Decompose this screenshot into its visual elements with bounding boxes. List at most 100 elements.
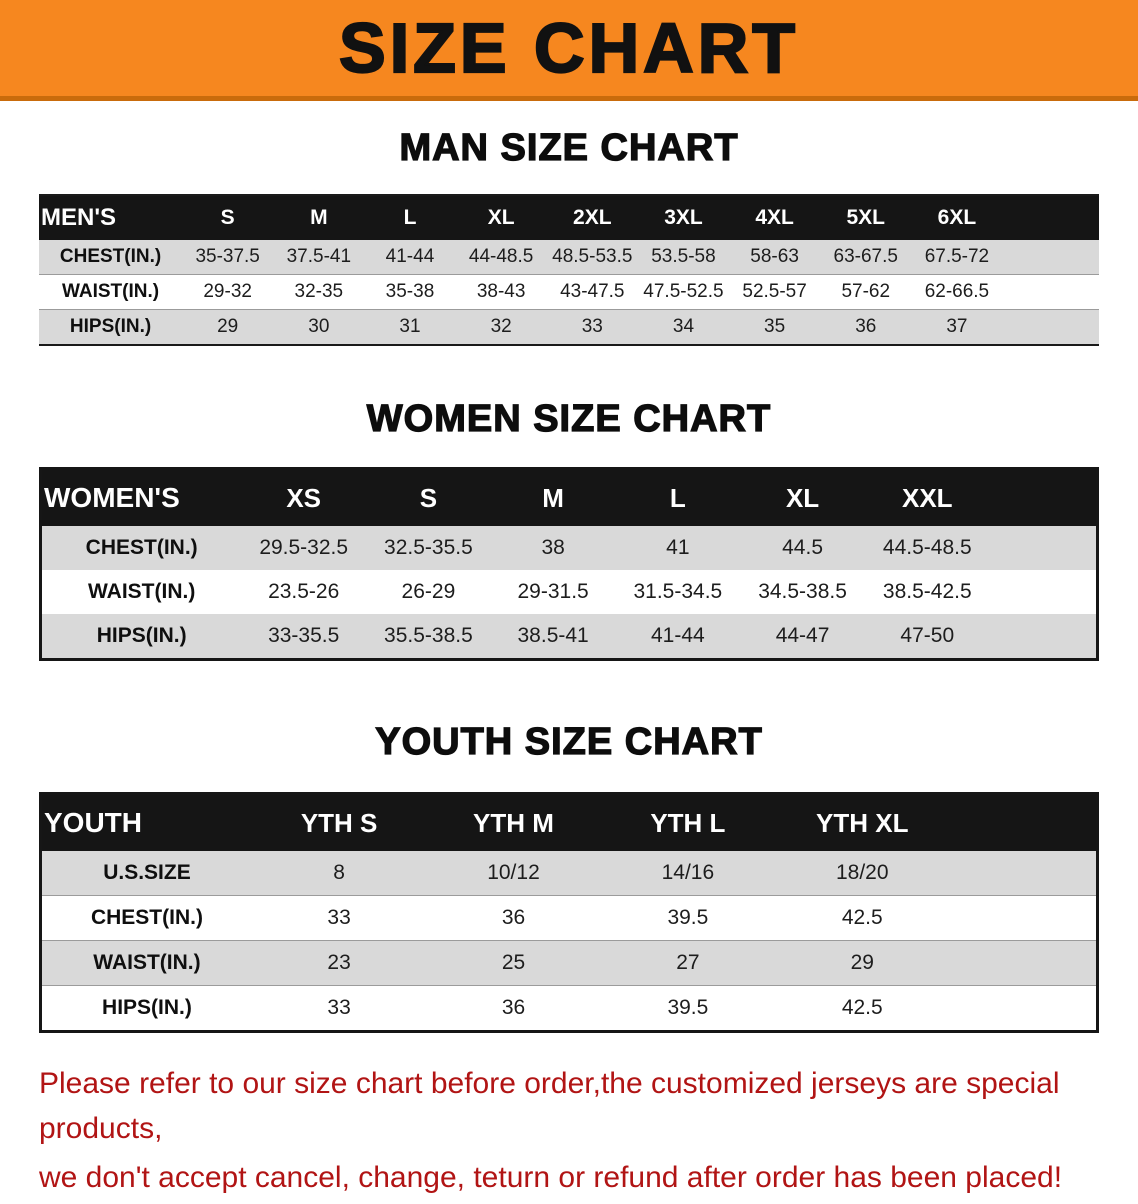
value-cell: 26-29	[401, 580, 456, 603]
size-header-cell: 4XL	[729, 195, 821, 240]
disclaimer: Please refer to our size chart before or…	[39, 1061, 1099, 1200]
spacer-cell	[1003, 275, 1100, 310]
value-cell: 58-63	[750, 246, 799, 267]
men-size-table: MEN'S S M L XL 2XL 3XL 4XL 5XL 6XL CHEST(IN.) 35-37…	[39, 194, 1099, 346]
size-header-cell: XS	[241, 468, 367, 526]
size-header-cell: YTH XL	[775, 793, 950, 851]
value-cell: 41-44	[650, 624, 705, 647]
value-cell: 30	[308, 316, 330, 337]
row-label-cell: HIPS(IN.)	[96, 624, 187, 647]
size-header-cell: 2XL	[546, 195, 638, 240]
size-header-cell: YTH L	[600, 793, 776, 851]
spacer-cell	[990, 526, 1098, 570]
size-header-cell: L	[364, 195, 456, 240]
value-cell: 39.5	[667, 906, 709, 929]
row-label-cell: CHEST(IN.)	[90, 906, 203, 929]
value-cell: 42.5	[841, 906, 883, 929]
value-cell: 41-44	[385, 246, 435, 267]
value-cell: 29-31.5	[517, 580, 589, 603]
value-cell: 42.5	[841, 996, 883, 1019]
table-row: WAIST(IN.) 29-32 32-35 35-38 38-43 43-47.5 47.…	[39, 275, 1099, 310]
women-section-heading: WOMEN SIZE CHART	[366, 397, 772, 440]
value-cell: 32-35	[294, 281, 344, 302]
row-label-cell: WAIST(IN.)	[93, 951, 201, 974]
youth-section-heading: YOUTH SIZE CHART	[375, 720, 763, 763]
value-cell: 53.5-58	[651, 246, 716, 267]
value-cell: 39.5	[667, 996, 709, 1019]
value-cell: 52.5-57	[742, 281, 807, 302]
size-header-cell: M	[490, 468, 616, 526]
spacer-cell	[949, 793, 1098, 851]
value-cell: 44.5	[782, 536, 823, 559]
spacer-cell	[949, 896, 1097, 941]
table-title-cell: MEN'S	[39, 195, 183, 240]
value-cell: 23	[327, 951, 351, 974]
value-cell: 63-67.5	[833, 246, 898, 267]
header-row: WOMEN'S XS S M L XL XXL	[40, 468, 1098, 526]
row-label-cell: U.S.SIZE	[103, 861, 191, 884]
value-cell: 33	[327, 906, 351, 929]
size-header-cell: YTH S	[251, 793, 427, 851]
value-cell: 62-66.5	[924, 281, 990, 302]
value-cell: 47-50	[900, 624, 955, 647]
size-header-cell: S	[182, 195, 274, 240]
value-cell: 34	[672, 316, 695, 337]
spacer-cell	[1002, 195, 1099, 240]
row-label-cell: CHEST(IN.)	[59, 246, 162, 267]
disclaimer-line-1: Please refer to our size chart before or…	[39, 1067, 1060, 1145]
value-cell: 31.5-34.5	[633, 580, 723, 603]
row-label-cell: CHEST(IN.)	[85, 536, 198, 559]
value-cell: 38.5-41	[517, 624, 589, 647]
value-cell: 35-38	[385, 281, 435, 302]
spacer-cell	[1003, 240, 1100, 275]
value-cell: 38-43	[476, 281, 526, 302]
value-cell: 10/12	[487, 861, 540, 884]
row-label-cell: WAIST(IN.)	[88, 580, 196, 603]
value-cell: 33	[581, 316, 603, 337]
youth-size-table: YOUTH YTH S YTH M YTH L YTH XL U.S.SIZE 8 10/12…	[39, 792, 1099, 1033]
table-row: WAIST(IN.) 23 25 27 29	[40, 940, 1098, 986]
table-row: HIPS(IN.) 33-35.5 35.5-38.5 38.5-41 41-44 44-…	[40, 614, 1098, 660]
value-cell: 27	[676, 951, 700, 974]
size-header-cell: 6XL	[911, 195, 1003, 240]
value-cell: 35	[764, 316, 786, 337]
value-cell: 23.5-26	[268, 580, 340, 603]
disclaimer-line-2: we don't accept cancel, change, teturn o…	[39, 1161, 1063, 1194]
value-cell: 38	[541, 536, 565, 559]
women-size-table: WOMEN'S XS S M L XL XXL CHEST(IN.) 29.5-32.5 32.5…	[39, 467, 1099, 661]
spacer-cell	[1003, 310, 1100, 346]
row-label-cell: HIPS(IN.)	[102, 996, 192, 1019]
header-row: MEN'S S M L XL 2XL 3XL 4XL 5XL 6XL	[39, 195, 1099, 240]
size-header-cell: XL	[455, 195, 547, 240]
row-label-cell: HIPS(IN.)	[69, 316, 152, 337]
value-cell: 32.5-35.5	[384, 536, 473, 559]
value-cell: 35.5-38.5	[384, 624, 473, 647]
value-cell: 8	[333, 861, 345, 884]
value-cell: 35-37.5	[195, 246, 260, 267]
value-cell: 29	[850, 951, 874, 974]
value-cell: 44-48.5	[468, 246, 534, 267]
table-row: HIPS(IN.) 29 30 31 32 33 34 35 36 37	[39, 309, 1100, 346]
spacer-cell	[949, 986, 1097, 1032]
value-cell: 44-47	[775, 624, 830, 647]
value-cell: 32	[490, 316, 512, 337]
header-row: YOUTH YTH S YTH M YTH L YTH XL	[40, 793, 1098, 851]
value-cell: 33	[327, 996, 351, 1019]
men-size-section: MAN SIZE CHART MEN'S S M L XL 2XL 3XL 4XL 5XL 6XL…	[0, 101, 1138, 346]
youth-size-section: YOUTH SIZE CHART YOUTH YTH S YTH M YTH L YTH…	[0, 661, 1138, 1033]
value-cell: 36	[501, 906, 526, 929]
row-label-cell: WAIST(IN.)	[61, 281, 160, 302]
size-header-cell: L	[615, 468, 741, 526]
value-cell: 48.5-53.5	[552, 246, 633, 267]
table-row: CHEST(IN.) 35-37.5 37.5-41 41-44 44-48.5 48.5…	[39, 240, 1099, 275]
value-cell: 36	[855, 316, 877, 337]
spacer-cell	[949, 851, 1097, 896]
value-cell: 34.5-38.5	[758, 580, 847, 603]
value-cell: 25	[501, 951, 526, 974]
value-cell: 29	[217, 316, 239, 337]
banner-title: SIZE CHART	[338, 8, 799, 88]
table-title-cell: YOUTH	[40, 793, 252, 851]
value-cell: 18/20	[835, 861, 889, 884]
table-row: CHEST(IN.) 29.5-32.5 32.5-35.5 38 41 44.5 44.5…	[40, 526, 1098, 570]
table-row: WAIST(IN.) 23.5-26 26-29 29-31.5 31.5-34.5 34…	[41, 570, 1098, 614]
